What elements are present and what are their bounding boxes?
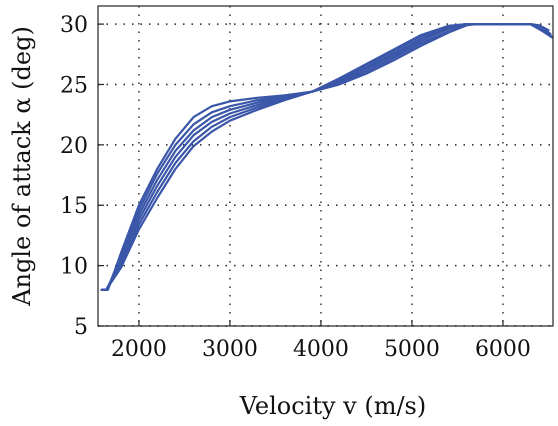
- x-tick-label: 6000: [475, 337, 531, 362]
- x-tick-label: 5000: [384, 337, 440, 362]
- plot-frame: [97, 5, 554, 327]
- y-tick-label: 30: [60, 13, 88, 38]
- series-line-6: [100, 23, 554, 291]
- tick-marks: [98, 23, 504, 327]
- y-tick-labels: 5 10 15 20 25 30: [60, 13, 88, 340]
- series-group: [100, 23, 554, 291]
- x-tick-label: 2000: [111, 337, 167, 362]
- x-axis-label: Velocity v (m/s): [239, 392, 426, 420]
- series-line-2: [100, 23, 550, 291]
- x-tick-label: 3000: [202, 337, 258, 362]
- y-tick-label: 5: [74, 315, 88, 340]
- y-axis-label: Angle of attack α (deg): [8, 26, 36, 307]
- y-tick-label: 10: [60, 255, 88, 280]
- x-tick-label: 4000: [293, 337, 349, 362]
- x-tick-labels: 2000 3000 4000 5000 6000: [111, 337, 531, 362]
- y-tick-label: 20: [60, 134, 88, 159]
- y-tick-label: 25: [60, 73, 88, 98]
- y-tick-label: 15: [60, 194, 88, 219]
